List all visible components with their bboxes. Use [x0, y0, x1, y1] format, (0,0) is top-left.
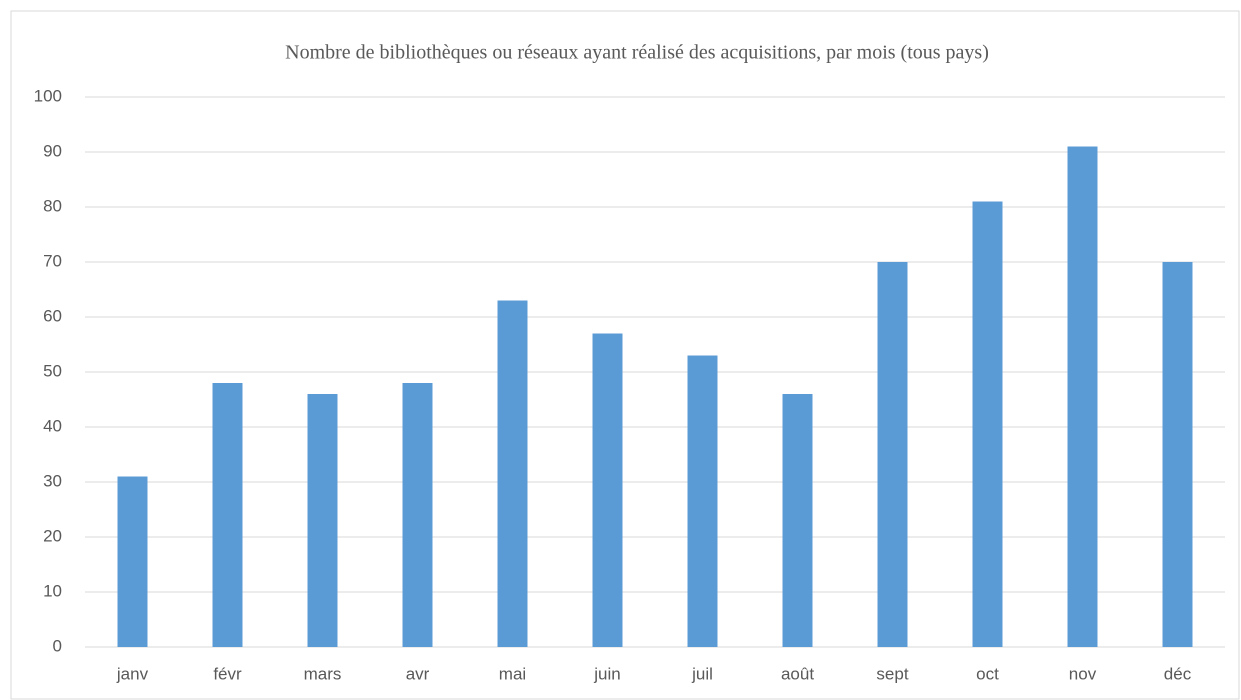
bar — [307, 394, 338, 647]
bar — [877, 262, 908, 647]
bar — [972, 201, 1003, 647]
y-tick-label: 50 — [43, 361, 62, 380]
y-tick-label: 100 — [34, 86, 62, 105]
x-tick-label: sept — [876, 664, 908, 683]
y-tick-label: 90 — [43, 141, 62, 160]
bar — [497, 300, 528, 647]
bar — [402, 383, 433, 647]
x-tick-label: août — [781, 664, 814, 683]
x-tick-label: mai — [499, 664, 526, 683]
x-tick-label: nov — [1069, 664, 1097, 683]
bar — [1067, 146, 1098, 647]
x-tick-label: oct — [976, 664, 999, 683]
y-tick-label: 10 — [43, 581, 62, 600]
chart-border — [10, 10, 1240, 700]
chart-title: Nombre de bibliothèques ou réseaux ayant… — [285, 42, 989, 64]
x-tick-label: juil — [691, 664, 713, 683]
x-tick-label: avr — [406, 664, 430, 683]
bar — [117, 476, 148, 647]
y-tick-label: 60 — [43, 306, 62, 325]
bar — [687, 355, 718, 647]
x-tick-label: mars — [304, 664, 342, 683]
y-tick-label: 70 — [43, 251, 62, 270]
y-tick-label: 20 — [43, 526, 62, 545]
y-tick-label: 30 — [43, 471, 62, 490]
y-tick-label: 0 — [53, 636, 62, 655]
x-tick-label: févr — [213, 664, 242, 683]
bar — [1162, 262, 1193, 647]
x-tick-label: juin — [593, 664, 620, 683]
x-tick-label: déc — [1164, 664, 1192, 683]
bar — [212, 383, 243, 647]
y-tick-label: 40 — [43, 416, 62, 435]
bar — [782, 394, 813, 647]
x-tick-label: janv — [116, 664, 149, 683]
bar — [592, 333, 623, 647]
y-tick-label: 80 — [43, 196, 62, 215]
